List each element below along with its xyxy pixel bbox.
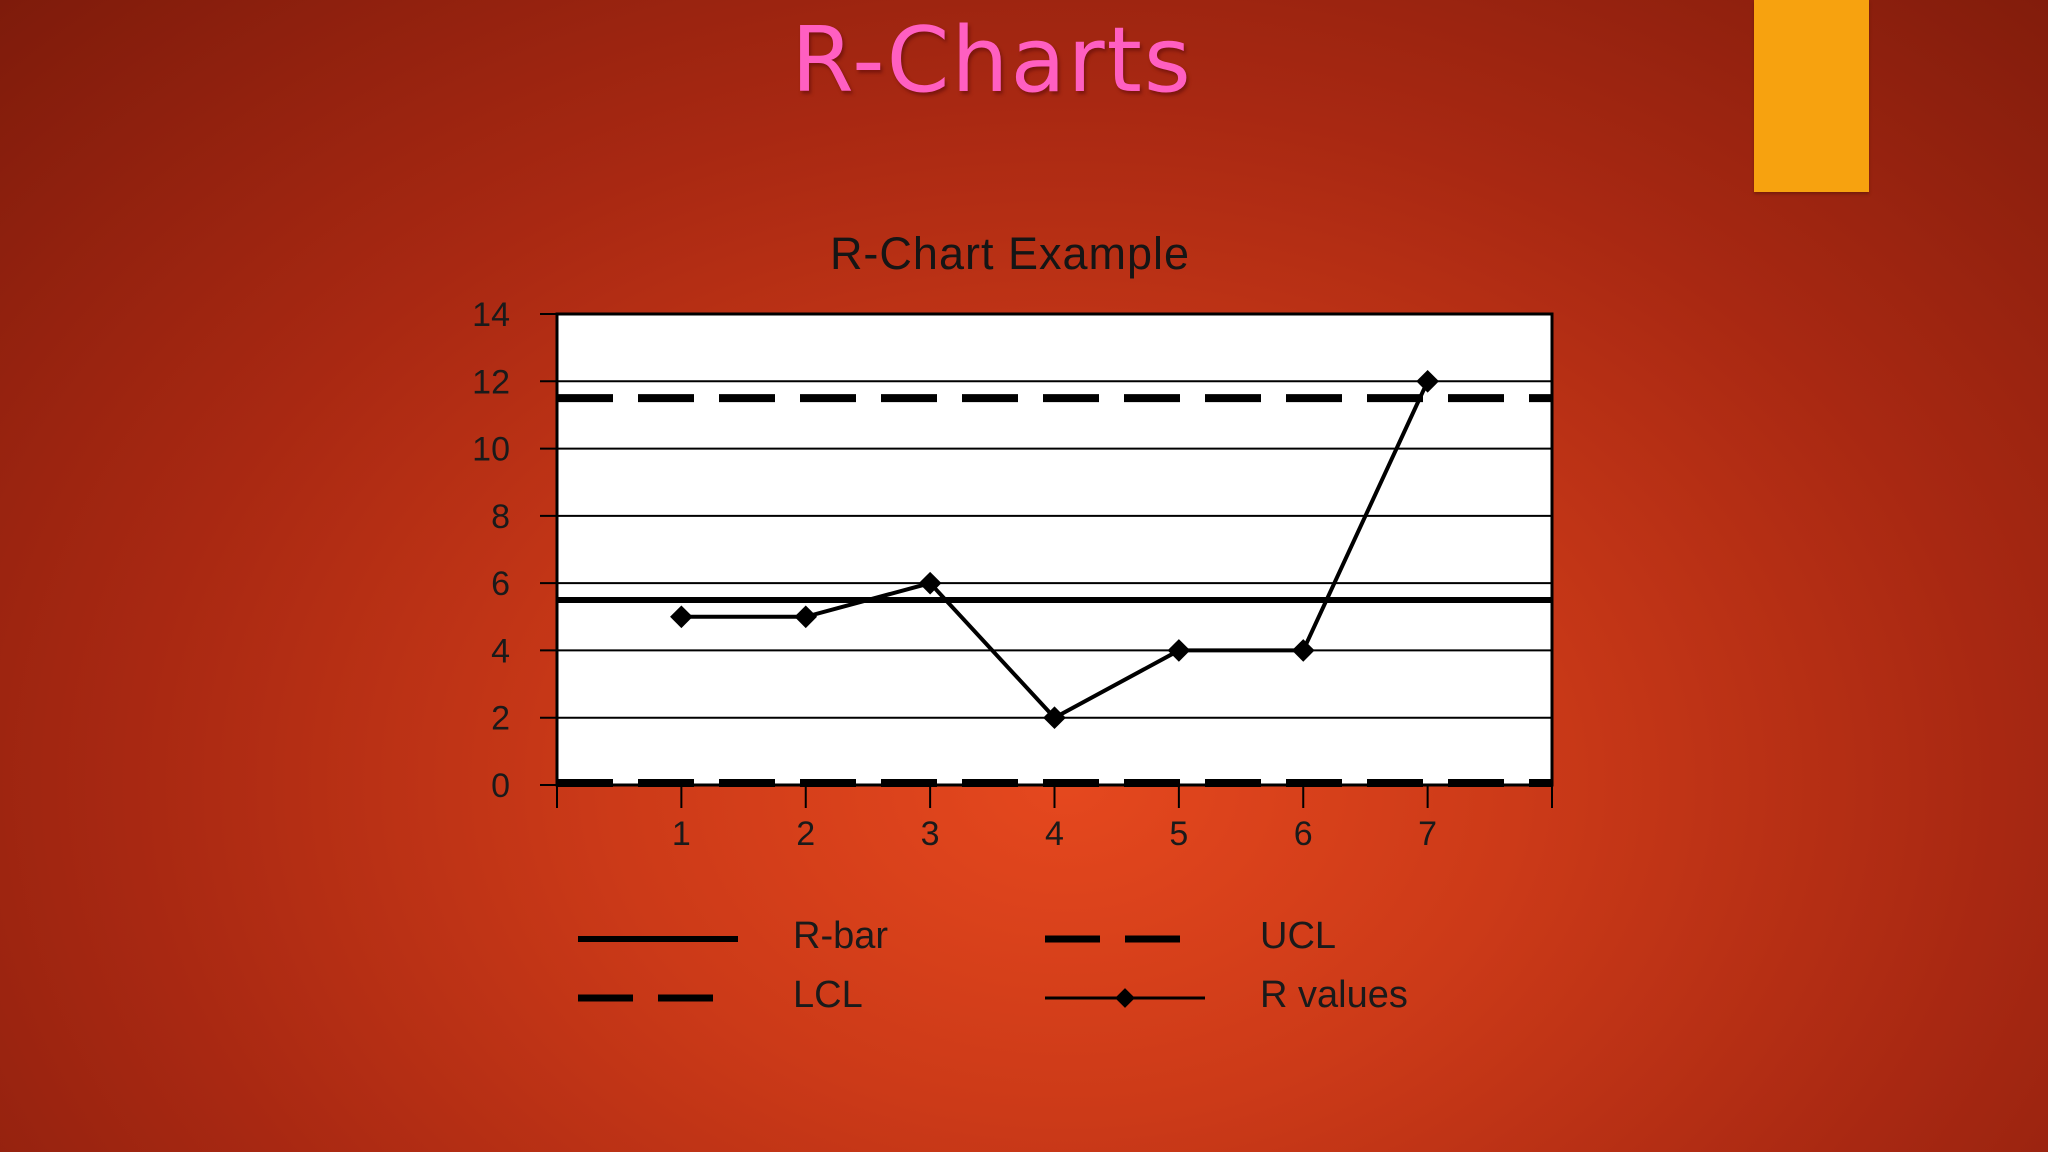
r-value-point <box>1043 706 1066 730</box>
legend-swatch-ucl <box>1045 935 1185 943</box>
x-tick-label: 2 <box>796 815 815 853</box>
slide-title: R-Charts <box>791 8 1193 113</box>
legend-swatch-r-values <box>1045 988 1205 1008</box>
y-tick-label: 6 <box>491 565 510 603</box>
legend-label-lcl: LCL <box>793 974 863 1016</box>
legend-item-ucl: UCL <box>1045 909 1445 969</box>
y-tick-label: 8 <box>491 498 510 536</box>
x-tick-label: 3 <box>921 815 940 853</box>
r-value-point <box>1416 369 1439 393</box>
y-tick-label: 10 <box>472 431 510 469</box>
legend-swatch-r-bar <box>578 936 738 942</box>
x-tick-label: 7 <box>1418 815 1437 853</box>
chart-title: R-Chart Example <box>829 228 1191 279</box>
y-tick-label: 2 <box>491 700 510 738</box>
legend-label-r-bar: R-bar <box>793 915 889 957</box>
legend-item-lcl: LCL <box>578 968 958 1028</box>
y-tick-label: 14 <box>472 296 510 334</box>
y-tick-label: 0 <box>491 767 510 805</box>
r-value-point <box>670 605 693 629</box>
x-tick-label: 6 <box>1294 815 1313 853</box>
r-value-point <box>1167 639 1191 662</box>
x-tick-label: 5 <box>1169 815 1188 853</box>
corner-accent-tab <box>1754 0 1869 192</box>
r-value-point <box>794 605 818 629</box>
legend-label-ucl: UCL <box>1260 915 1337 957</box>
legend-swatch-lcl <box>578 994 718 1002</box>
y-tick-label: 4 <box>491 632 510 670</box>
x-tick-label: 1 <box>672 815 691 853</box>
r-value-point <box>918 571 942 595</box>
y-tick-label: 12 <box>472 363 510 401</box>
x-tick-label: 4 <box>1045 815 1064 853</box>
r-value-point <box>1291 639 1315 662</box>
legend-label-r-values: R values <box>1260 974 1408 1016</box>
legend-item-r-values: R values <box>1045 968 1465 1028</box>
legend-item-r-bar: R-bar <box>578 909 958 969</box>
